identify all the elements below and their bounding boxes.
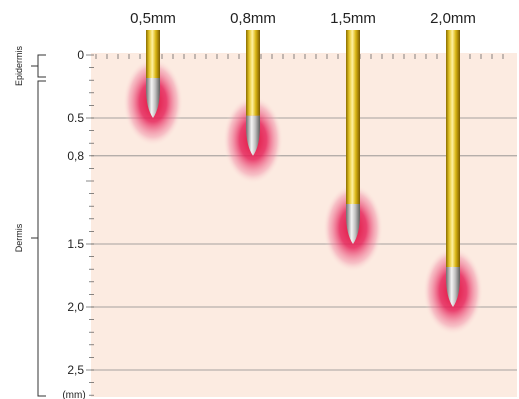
- needle-3: [346, 30, 360, 244]
- dermis-bracket: [31, 80, 46, 397]
- needle-tip: [446, 267, 460, 307]
- needle-size-label-3: 1,5mm: [330, 10, 376, 27]
- needle-shaft: [346, 30, 360, 204]
- needle-shaft: [146, 30, 160, 78]
- depth-label: 0,8: [67, 149, 84, 163]
- needle-tip: [246, 115, 260, 156]
- needles: [146, 30, 460, 307]
- depth-label: 0.5: [67, 111, 84, 125]
- needle-4: [446, 30, 460, 307]
- depth-axis-ticks: [86, 54, 94, 396]
- depth-label: 2,5: [67, 363, 84, 377]
- needle-size-label-1: 0,5mm: [130, 10, 176, 27]
- depth-label: 1.5: [67, 237, 84, 251]
- needle-size-label-4: 2,0mm: [430, 10, 476, 27]
- dermis-label: Dermis: [14, 223, 24, 252]
- unit-label: (mm): [62, 390, 85, 399]
- needle-shaft: [446, 30, 460, 267]
- needle-tip: [146, 78, 160, 118]
- needle-shaft: [246, 30, 260, 116]
- needle-1: [146, 30, 160, 118]
- needle-tip: [346, 204, 360, 244]
- epidermis-bracket: [31, 54, 46, 78]
- depth-label: 2,0: [67, 300, 84, 314]
- depth-label: 0: [77, 48, 84, 62]
- depth-labels: 0 0.5 0,8 1.5 2,0 2,5: [67, 48, 84, 377]
- epidermis-label: Epidermis: [14, 45, 24, 86]
- needle-size-label-2: 0,8mm: [230, 10, 276, 27]
- needle-2: [246, 30, 260, 156]
